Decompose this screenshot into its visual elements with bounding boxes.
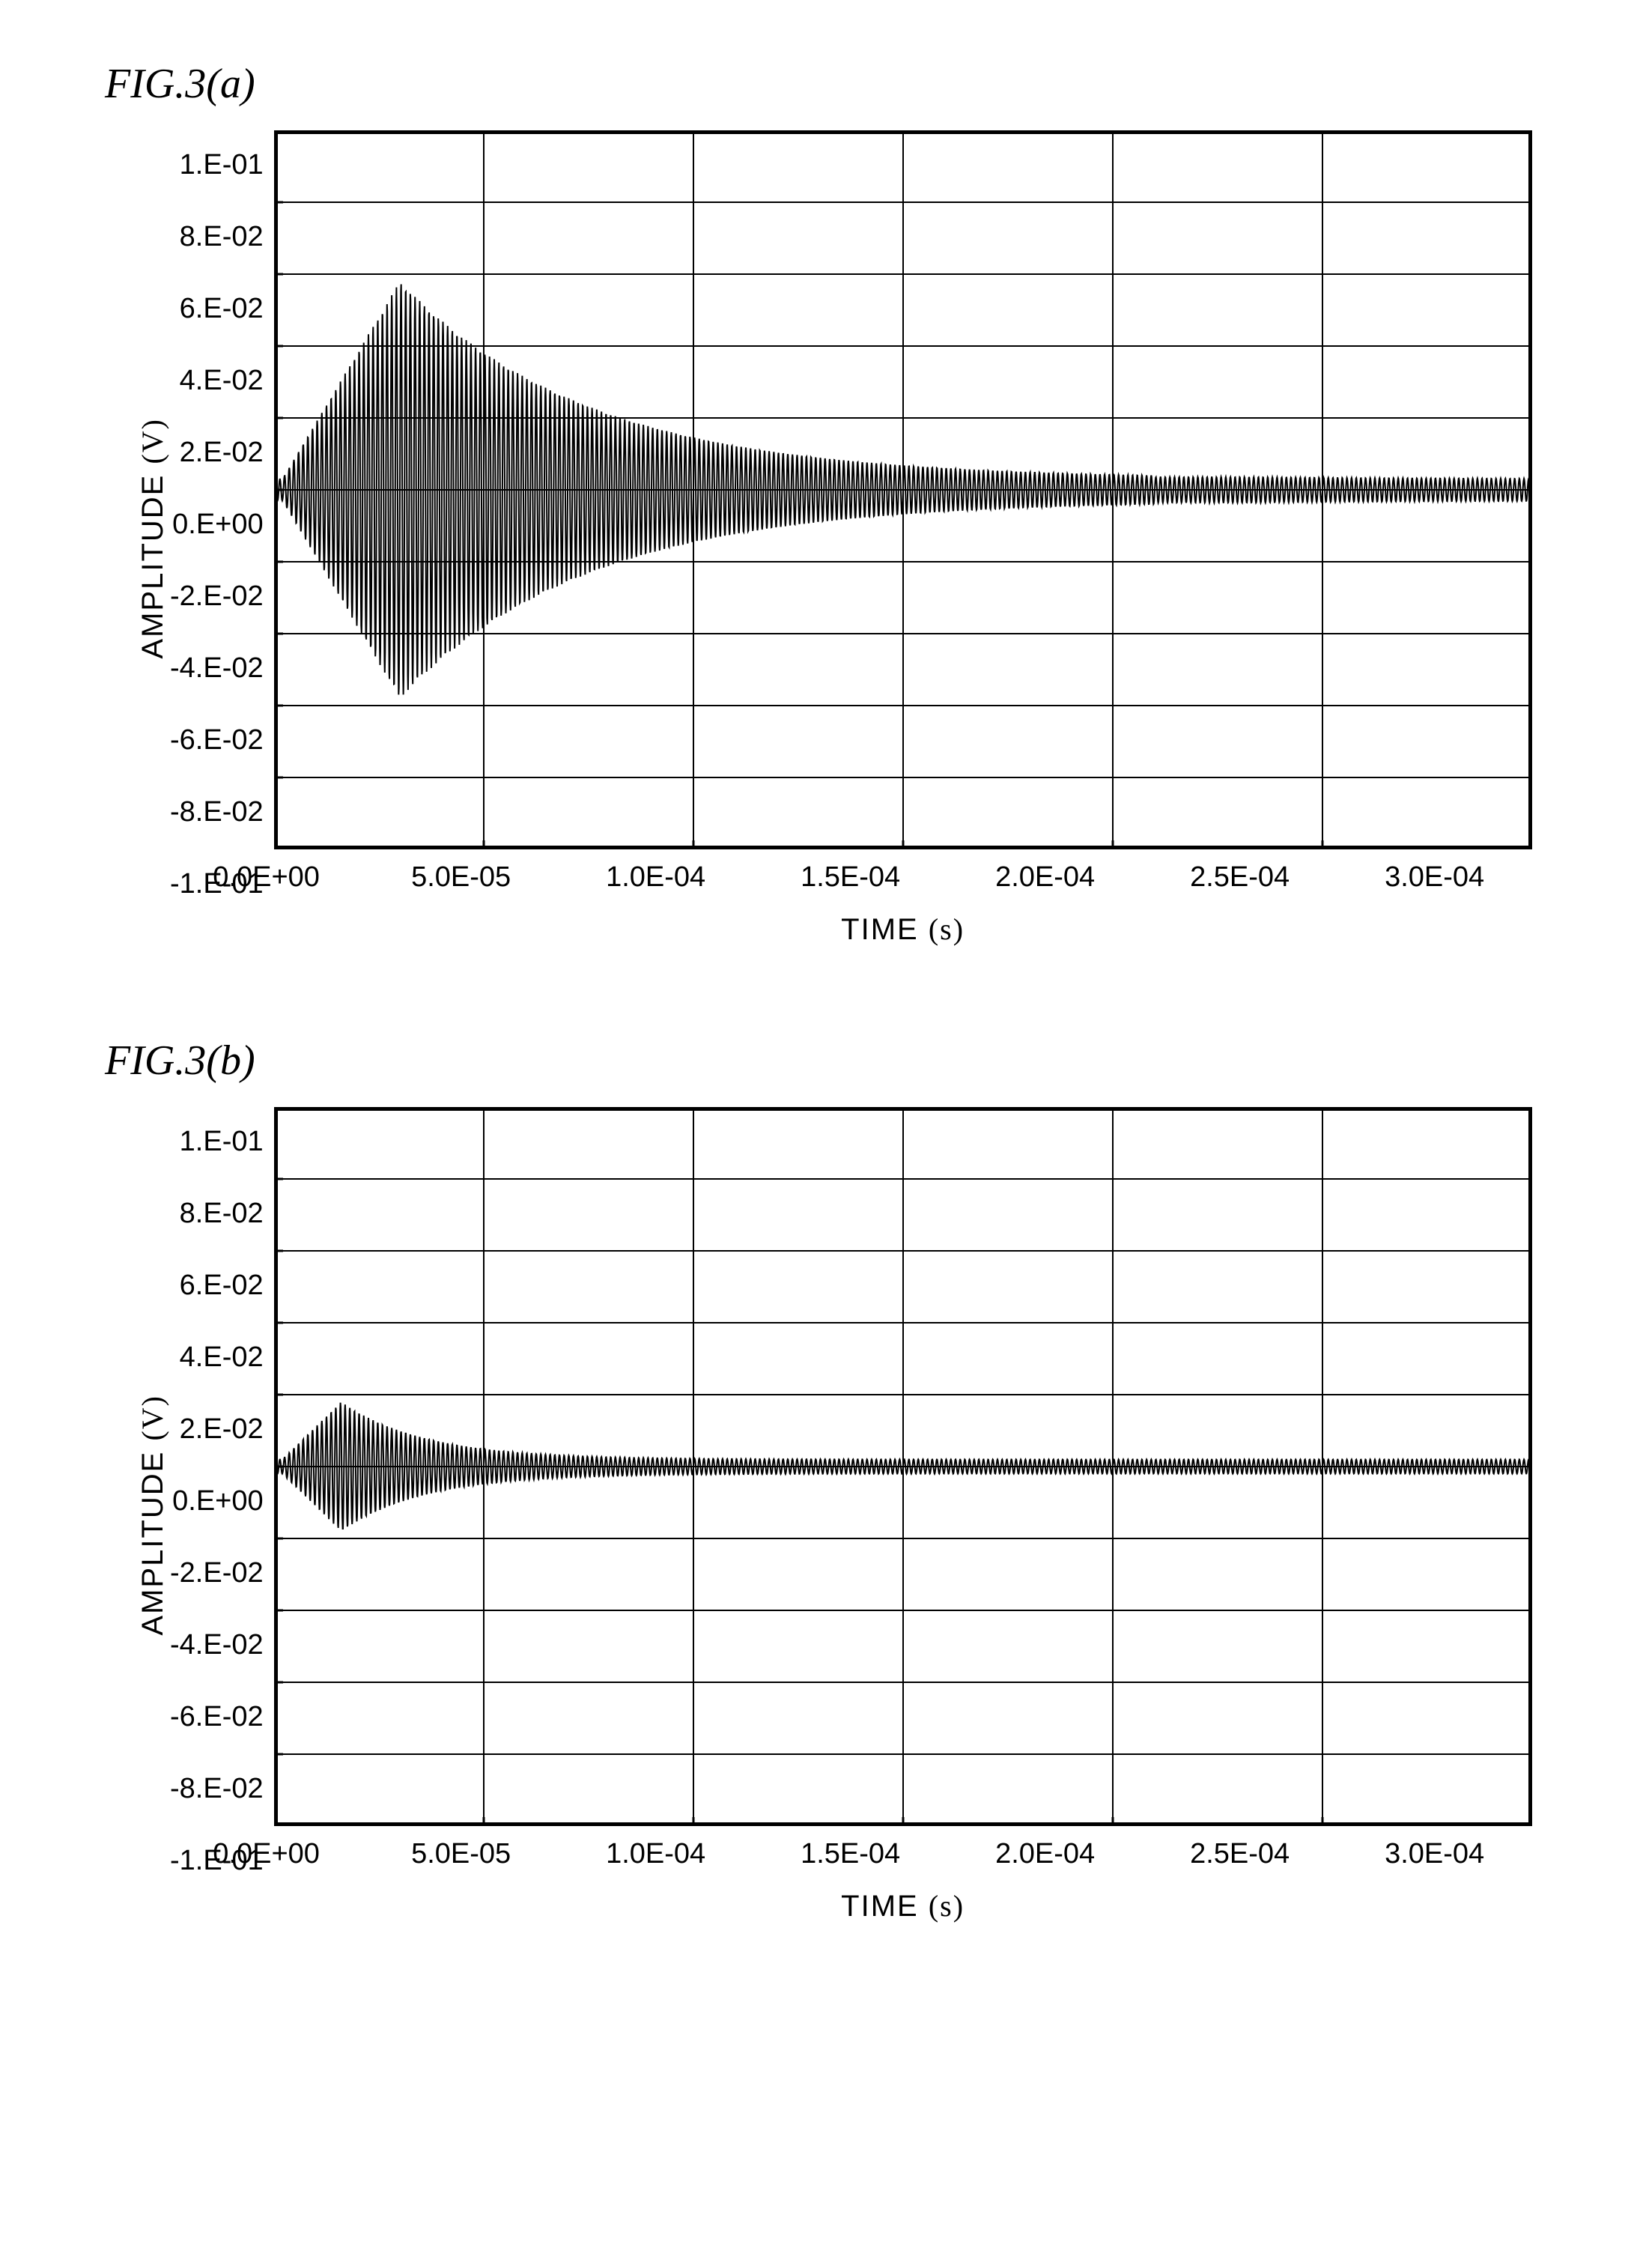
y-tick: 0.E+00 [172,1487,264,1515]
chart-wrap: AMPLITUDE (V) 1.E-01 8.E-02 6.E-02 4.E-02 2.E… [135,130,1559,947]
y-axis-unit: (V) [136,1395,169,1441]
x-tick: 2.5E-04 [1143,861,1337,894]
y-tick: -6.E-02 [170,726,264,754]
y-tick: 1.E-01 [180,151,264,179]
y-tick: 6.E-02 [180,1271,264,1300]
x-tick: 5.0E-05 [364,1838,559,1870]
y-tick: 6.E-02 [180,294,264,323]
y-tick: 0.E+00 [172,510,264,539]
x-axis-label-text: TIME [841,913,919,946]
chart-wrap: AMPLITUDE (V) 1.E-01 8.E-02 6.E-02 4.E-02 2.E… [135,1107,1559,1923]
y-tick: -2.E-02 [170,1559,264,1587]
y-axis-label-col: AMPLITUDE (V) [135,1156,170,1875]
figure-label: FIG.3(b) [105,1037,1559,1085]
y-tick: -8.E-02 [170,798,264,826]
x-tick: 2.0E-04 [948,1838,1143,1870]
x-axis-label: TIME (s) [274,1888,1532,1923]
x-axis-unit: (s) [929,912,965,946]
x-tick: 2.0E-04 [948,861,1143,894]
x-tick: 5.0E-05 [364,861,559,894]
y-ticks: 1.E-01 8.E-02 6.E-02 4.E-02 2.E-02 0.E+00 -2.E… [170,151,274,898]
x-axis-unit: (s) [929,1889,965,1923]
chart-block-1: FIG.3(b) AMPLITUDE (V) 1.E-01 8.E-02 6.E-02 4… [75,1037,1559,1923]
y-axis-label-text: AMPLITUDE [136,474,169,659]
x-tick: 3.0E-04 [1337,861,1532,894]
x-tick: 1.0E-04 [559,861,753,894]
y-tick: 1.E-01 [180,1127,264,1156]
y-axis-label: AMPLITUDE (V) [135,418,170,659]
y-axis-unit: (V) [136,418,169,464]
chart-block-0: FIG.3(a) AMPLITUDE (V) 1.E-01 8.E-02 6.E-02 4… [75,60,1559,947]
figure-label: FIG.3(a) [105,60,1559,108]
y-tick: -4.E-02 [170,1631,264,1659]
x-ticks: 0.0E+005.0E-051.0E-041.5E-042.0E-042.5E-… [274,861,1532,894]
y-axis-label-text: AMPLITUDE [136,1451,169,1636]
y-tick: -1.E-01 [170,1846,264,1875]
y-tick: 8.E-02 [180,1199,264,1228]
y-tick: 4.E-02 [180,366,264,395]
y-tick: -6.E-02 [170,1702,264,1731]
y-tick: -1.E-01 [170,870,264,898]
plot-area [274,1107,1532,1826]
x-tick: 2.5E-04 [1143,1838,1337,1870]
x-ticks: 0.0E+005.0E-051.0E-041.5E-042.0E-042.5E-… [274,1838,1532,1870]
x-tick: 1.5E-04 [753,861,948,894]
y-tick: 8.E-02 [180,222,264,251]
y-axis-label-col: AMPLITUDE (V) [135,179,170,898]
plot-area [274,130,1532,849]
x-axis-label: TIME (s) [274,912,1532,947]
y-tick: 2.E-02 [180,438,264,467]
y-tick: 2.E-02 [180,1415,264,1443]
y-tick: -8.E-02 [170,1774,264,1803]
x-tick: 1.0E-04 [559,1838,753,1870]
plot-col: 0.0E+005.0E-051.0E-041.5E-042.0E-042.5E-… [274,1107,1532,1923]
x-tick: 1.5E-04 [753,1838,948,1870]
y-ticks: 1.E-01 8.E-02 6.E-02 4.E-02 2.E-02 0.E+00 -2.E… [170,1127,274,1875]
y-tick: 4.E-02 [180,1343,264,1371]
plot-col: 0.0E+005.0E-051.0E-041.5E-042.0E-042.5E-… [274,130,1532,947]
y-tick: -4.E-02 [170,654,264,682]
x-tick: 3.0E-04 [1337,1838,1532,1870]
y-tick: -2.E-02 [170,582,264,610]
y-axis-label: AMPLITUDE (V) [135,1395,170,1636]
x-axis-label-text: TIME [841,1890,919,1923]
